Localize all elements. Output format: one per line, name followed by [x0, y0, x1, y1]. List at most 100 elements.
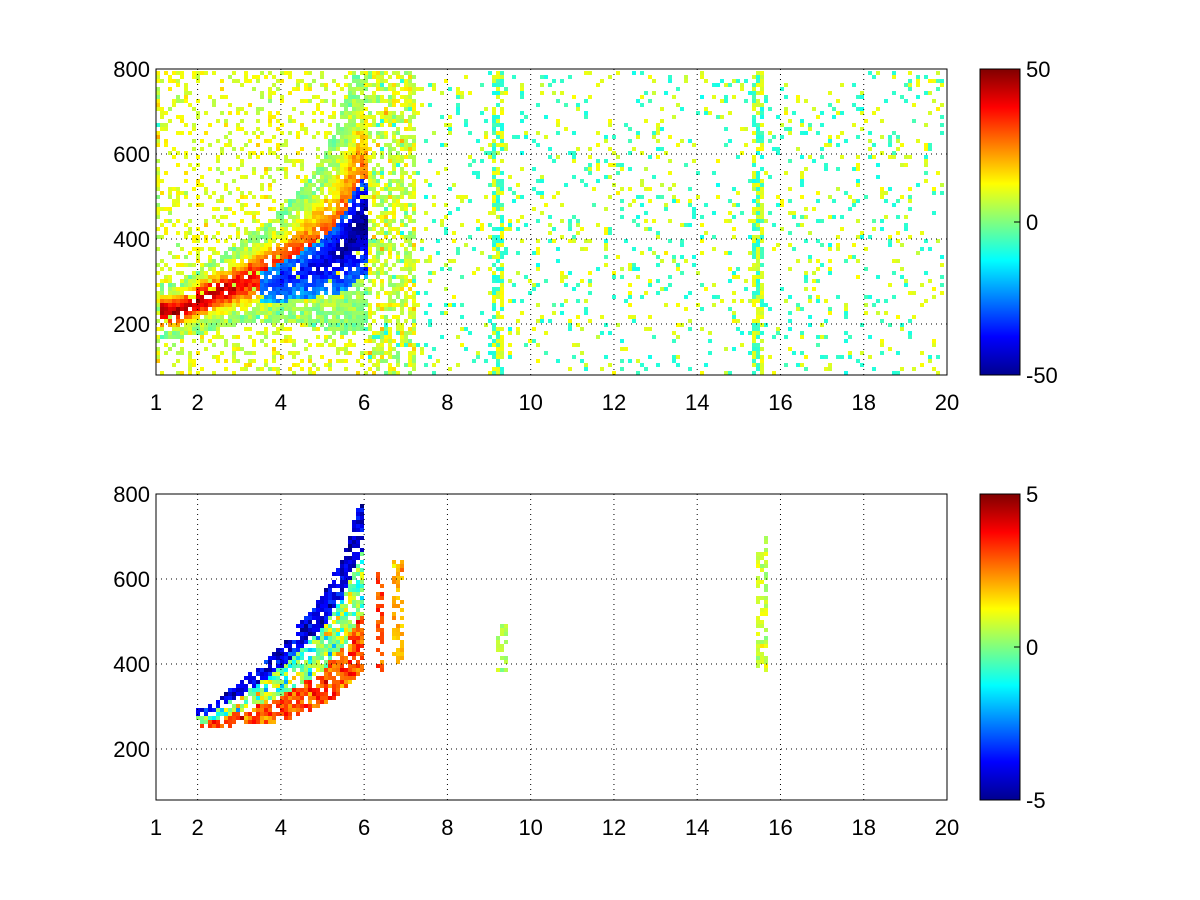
heatmap-cell: [328, 223, 332, 227]
heatmap-cell: [392, 159, 396, 163]
heatmap-cell: [324, 135, 328, 139]
heatmap-cell: [896, 351, 900, 355]
heatmap-cell: [760, 315, 764, 319]
heatmap-cell: [408, 363, 412, 367]
heatmap-cell: [368, 179, 372, 183]
heatmap-cell: [252, 716, 256, 720]
heatmap-cell: [404, 95, 408, 99]
heatmap-cell: [756, 552, 760, 556]
heatmap-cell: [332, 179, 336, 183]
heatmap-cell: [432, 195, 436, 199]
heatmap-cell: [760, 275, 764, 279]
heatmap-cell: [240, 708, 244, 712]
heatmap-cell: [800, 351, 804, 355]
heatmap-cell: [220, 311, 224, 315]
heatmap-cell: [788, 131, 792, 135]
heatmap-cell: [160, 235, 164, 239]
heatmap-cell: [392, 339, 396, 343]
heatmap-cell: [324, 299, 328, 303]
heatmap-cell: [284, 227, 288, 231]
heatmap-cell: [184, 315, 188, 319]
heatmap-cell: [408, 107, 412, 111]
heatmap-cell: [216, 323, 220, 327]
heatmap-cell: [356, 668, 360, 672]
heatmap-cell: [352, 259, 356, 263]
heatmap-cell: [208, 716, 212, 720]
heatmap-cell: [296, 652, 300, 656]
heatmap-cell: [328, 215, 332, 219]
heatmap-cell: [380, 640, 384, 644]
heatmap-cell: [300, 668, 304, 672]
heatmap-cell: [732, 319, 736, 323]
heatmap-cell: [176, 263, 180, 267]
heatmap-cell: [764, 560, 768, 564]
heatmap-cell: [368, 99, 372, 103]
heatmap-cell: [344, 287, 348, 291]
heatmap-cell: [316, 660, 320, 664]
heatmap-cell: [776, 195, 780, 199]
heatmap-cell: [156, 283, 160, 287]
heatmap-cell: [300, 99, 304, 103]
heatmap-cell: [344, 235, 348, 239]
heatmap-cell: [248, 291, 252, 295]
heatmap-cell: [500, 147, 504, 151]
heatmap-cell: [288, 696, 292, 700]
heatmap-cell: [196, 99, 200, 103]
heatmap-cell: [220, 275, 224, 279]
heatmap-cell: [856, 135, 860, 139]
heatmap-cell: [252, 211, 256, 215]
heatmap-cell: [940, 183, 944, 187]
heatmap-cell: [172, 343, 176, 347]
heatmap-cell: [296, 199, 300, 203]
heatmap-cell: [200, 247, 204, 251]
heatmap-cell: [500, 143, 504, 147]
heatmap-cell: [248, 712, 252, 716]
heatmap-cell: [456, 91, 460, 95]
heatmap-cell: [816, 259, 820, 263]
heatmap-cell: [208, 263, 212, 267]
heatmap-cell: [300, 231, 304, 235]
heatmap-cell: [352, 668, 356, 672]
heatmap-cell: [380, 147, 384, 151]
heatmap-cell: [360, 239, 364, 243]
heatmap-cell: [328, 191, 332, 195]
heatmap-cell: [260, 307, 264, 311]
heatmap-cell: [260, 303, 264, 307]
heatmap-cell: [692, 263, 696, 267]
heatmap-cell: [228, 307, 232, 311]
heatmap-cell: [820, 147, 824, 151]
heatmap-cell: [324, 99, 328, 103]
heatmap-cell: [408, 119, 412, 123]
heatmap-cell: [220, 323, 224, 327]
heatmap-cell: [408, 315, 412, 319]
heatmap-cell: [232, 323, 236, 327]
heatmap-cell: [344, 283, 348, 287]
heatmap-cell: [180, 283, 184, 287]
heatmap-cell: [860, 363, 864, 367]
heatmap-cell: [256, 243, 260, 247]
heatmap-cell: [440, 223, 444, 227]
heatmap-cell: [280, 79, 284, 83]
heatmap-cell: [772, 247, 776, 251]
heatmap-cell: [308, 688, 312, 692]
heatmap-cell: [852, 243, 856, 247]
heatmap-cell: [500, 227, 504, 231]
heatmap-cell: [408, 79, 412, 83]
heatmap-cell: [276, 283, 280, 287]
heatmap-cell: [684, 223, 688, 227]
heatmap-cell: [544, 331, 548, 335]
heatmap-cell: [336, 175, 340, 179]
heatmap-cell: [240, 716, 244, 720]
heatmap-cell: [396, 187, 400, 191]
heatmap-cell: [324, 219, 328, 223]
heatmap-cell: [392, 199, 396, 203]
heatmap-cell: [792, 211, 796, 215]
heatmap-cell: [832, 107, 836, 111]
heatmap-cell: [408, 307, 412, 311]
heatmap-cell: [336, 315, 340, 319]
heatmap-cell: [504, 660, 508, 664]
heatmap-cell: [748, 219, 752, 223]
heatmap-cell: [252, 219, 256, 223]
heatmap-cell: [284, 668, 288, 672]
heatmap-cell: [756, 656, 760, 660]
